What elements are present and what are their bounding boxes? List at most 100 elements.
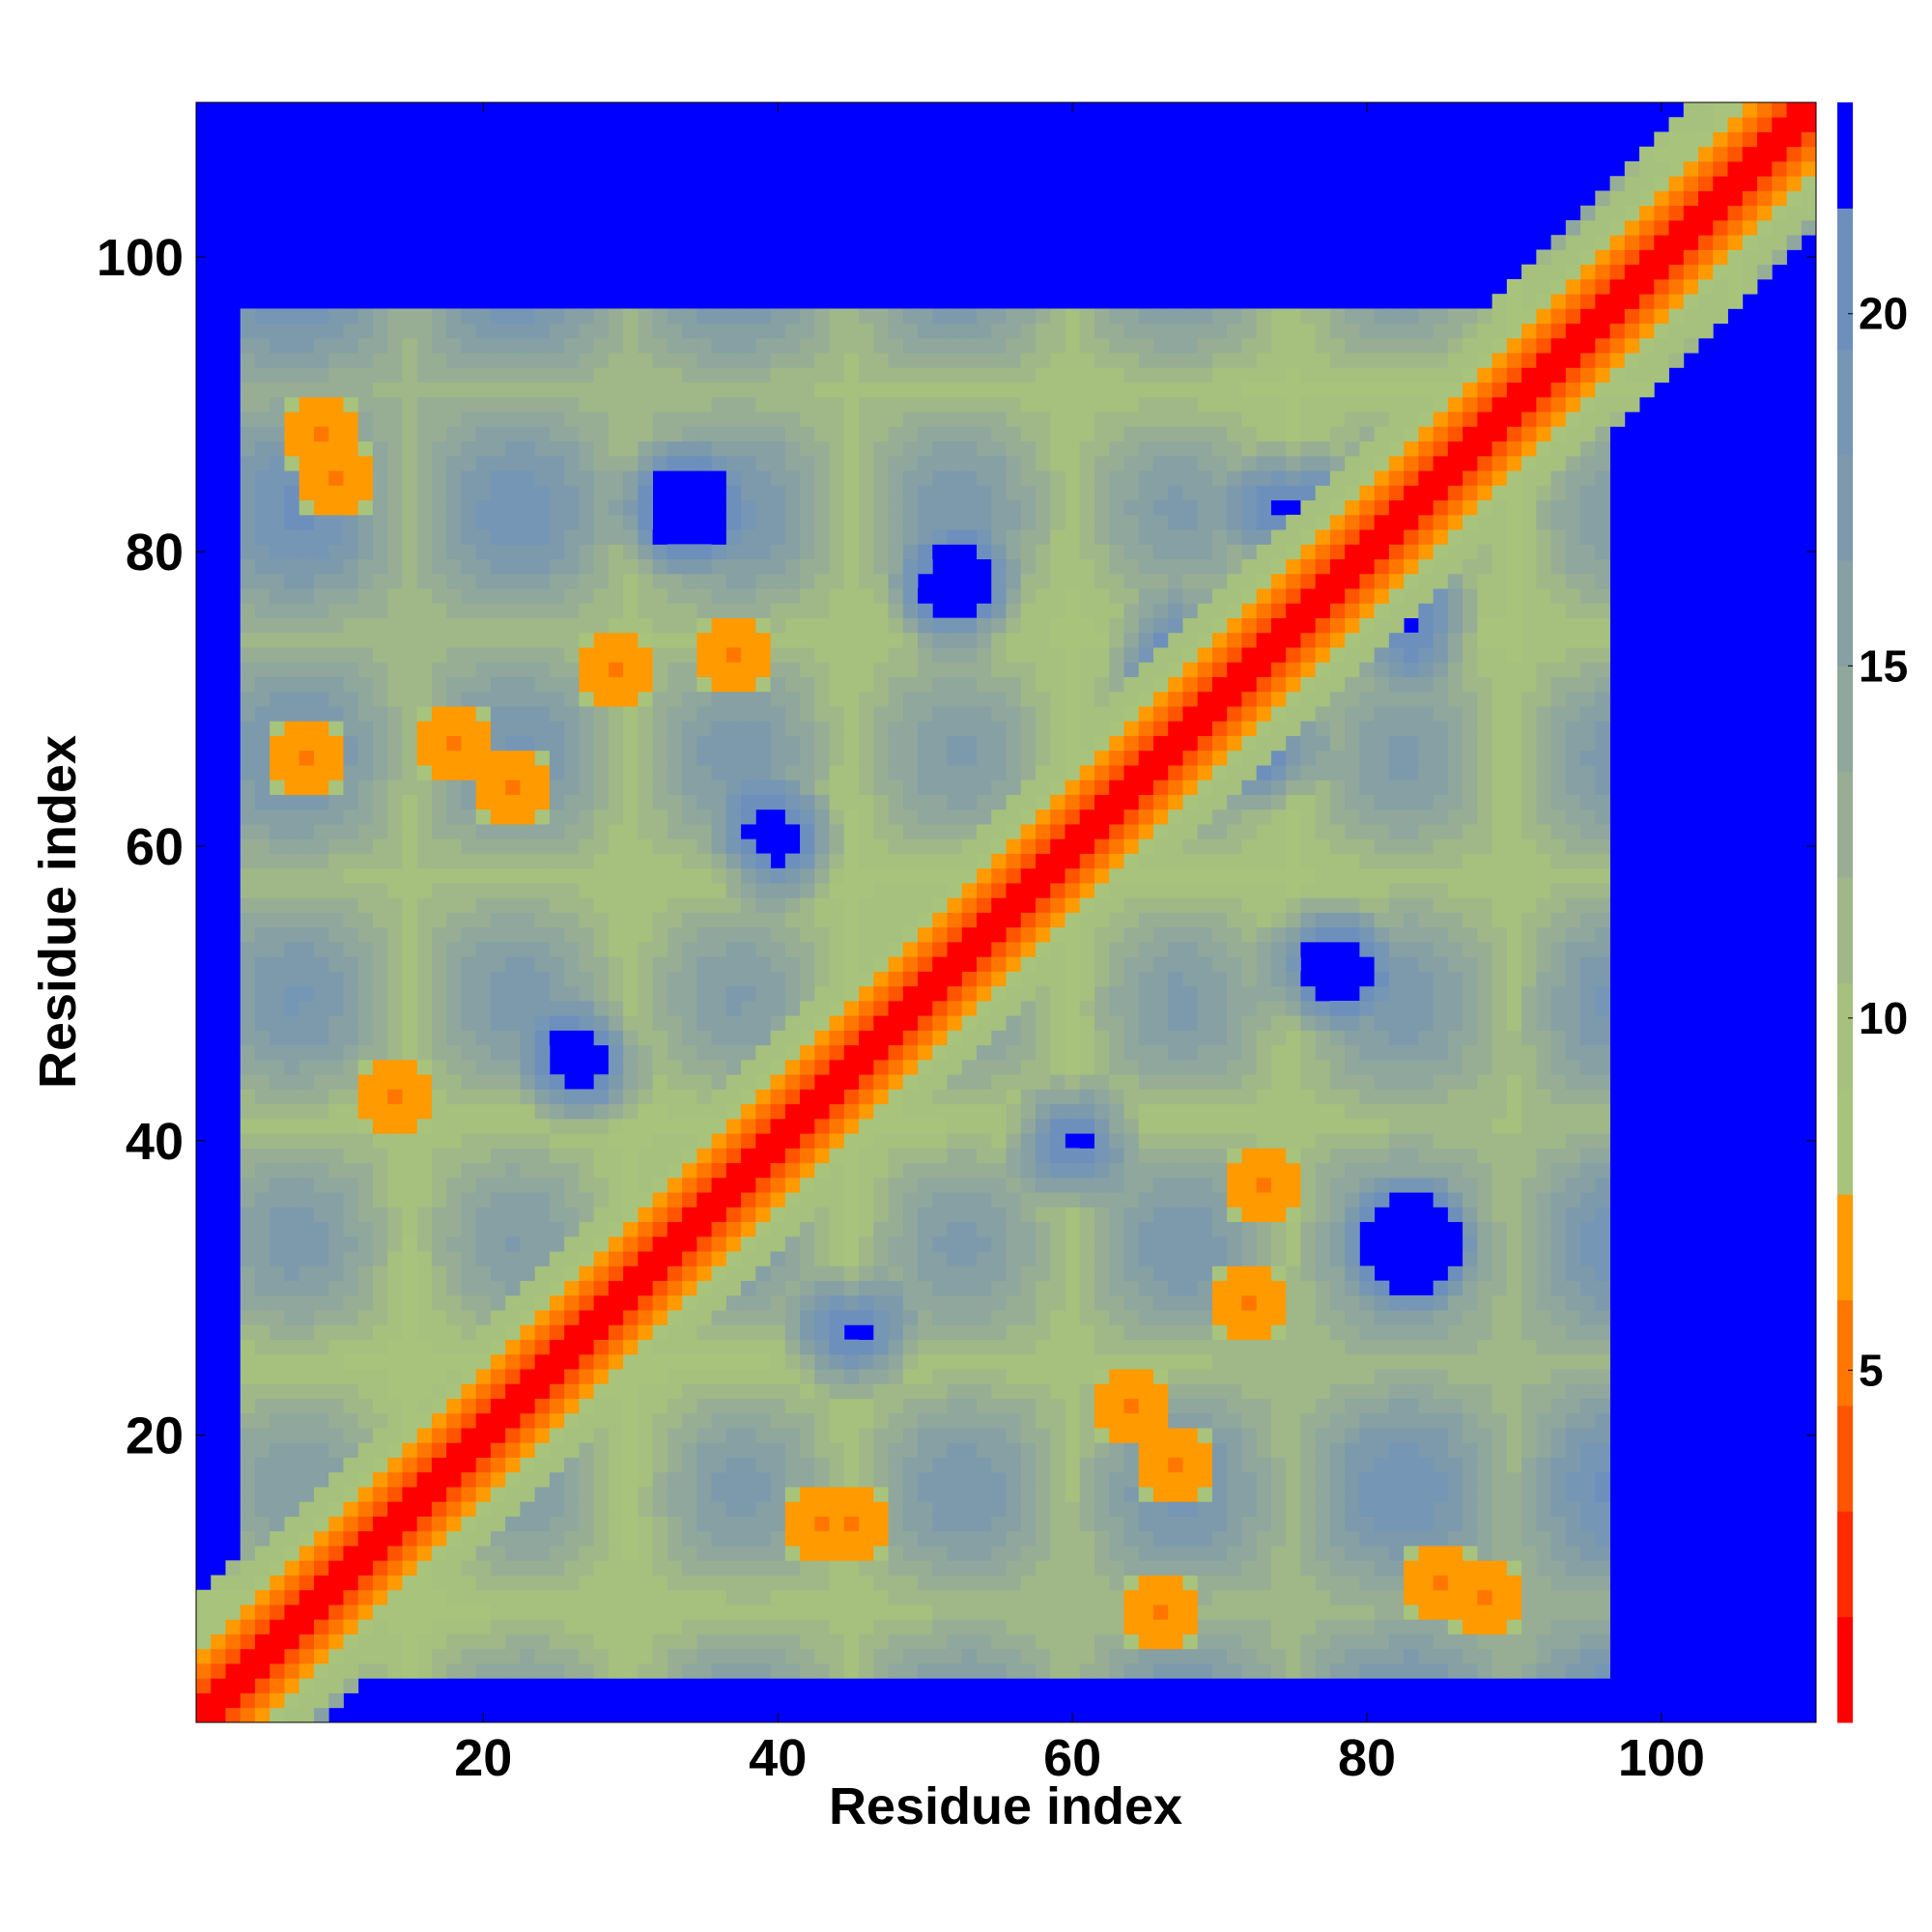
- heatmap-cell: [446, 780, 462, 795]
- heatmap-cell: [549, 1030, 565, 1046]
- heatmap-cell: [770, 1133, 786, 1149]
- heatmap-cell: [505, 1471, 521, 1488]
- heatmap-cell: [623, 1428, 639, 1443]
- heatmap-cell: [416, 1383, 433, 1399]
- heatmap-cell: [755, 1118, 771, 1134]
- heatmap-cell: [564, 632, 580, 648]
- heatmap-cell: [711, 809, 727, 825]
- heatmap-cell: [638, 1074, 654, 1090]
- heatmap-cell: [652, 1412, 668, 1429]
- heatmap-cell: [490, 897, 506, 913]
- heatmap-cell: [873, 455, 889, 471]
- heatmap-cell: [800, 1221, 815, 1237]
- heatmap-cell: [725, 1089, 742, 1105]
- heatmap-cell: [475, 1192, 492, 1208]
- heatmap-cell: [416, 1369, 433, 1384]
- heatmap-cell: [711, 1207, 727, 1223]
- heatmap-cell: [1006, 853, 1022, 869]
- heatmap-cell: [270, 1000, 285, 1016]
- heatmap-cell: [564, 1177, 580, 1193]
- heatmap-cell: [873, 809, 889, 825]
- heatmap-cell: [652, 1605, 668, 1620]
- heatmap-cell: [298, 470, 315, 486]
- heatmap-cell: [387, 1619, 403, 1634]
- heatmap-cell: [755, 647, 771, 663]
- heatmap-cell: [490, 603, 506, 618]
- heatmap-cell: [770, 780, 786, 795]
- heatmap-cell: [270, 926, 285, 943]
- heatmap-cell: [402, 1648, 418, 1664]
- heatmap-cell: [667, 765, 683, 781]
- heatmap-cell: [402, 1324, 418, 1341]
- heatmap-cell: [991, 1339, 1007, 1355]
- heatmap-cell: [814, 617, 830, 634]
- heatmap-cell: [254, 337, 270, 354]
- heatmap-cell: [638, 1471, 654, 1488]
- heatmap-cell: [461, 603, 477, 618]
- heatmap-cell: [284, 396, 300, 412]
- heatmap-cell: [1006, 956, 1022, 972]
- heatmap-cell: [770, 1044, 786, 1061]
- heatmap-cell: [402, 1089, 418, 1105]
- heatmap-cell: [725, 1133, 742, 1149]
- heatmap-cell: [741, 676, 756, 693]
- heatmap-cell: [357, 514, 374, 530]
- heatmap-cell: [682, 455, 697, 471]
- heatmap-cell: [843, 1265, 860, 1282]
- heatmap-cell: [446, 1383, 462, 1399]
- heatmap-cell: [696, 1148, 712, 1164]
- heatmap-cell: [991, 367, 1007, 384]
- heatmap-cell: [741, 1428, 756, 1443]
- heatmap-cell: [461, 853, 477, 869]
- heatmap-cell: [667, 1294, 683, 1311]
- heatmap-cell: [755, 1560, 771, 1576]
- heatmap-cell: [991, 1059, 1007, 1075]
- heatmap-cell: [446, 455, 462, 471]
- heatmap-cell: [784, 382, 801, 398]
- heatmap-cell: [564, 1589, 580, 1605]
- heatmap-cell: [254, 1516, 270, 1532]
- heatmap-cell: [1006, 1000, 1022, 1016]
- heatmap-cell: [298, 588, 315, 604]
- heatmap-cell: [770, 426, 786, 442]
- heatmap-cell: [741, 1236, 756, 1252]
- heatmap-cell: [667, 1059, 683, 1075]
- heatmap-cell: [549, 926, 565, 943]
- heatmap-cell: [902, 883, 919, 898]
- heatmap-cell: [461, 412, 477, 427]
- heatmap-cell: [461, 1059, 477, 1075]
- heatmap-cell: [770, 706, 786, 722]
- heatmap-cell: [977, 1294, 992, 1311]
- heatmap-cell: [1006, 308, 1022, 325]
- heatmap-cell: [667, 912, 683, 928]
- heatmap-cell: [711, 750, 727, 766]
- heatmap-cell: [755, 1353, 771, 1370]
- heatmap-cell: [534, 1103, 551, 1120]
- heatmap-cell: [932, 853, 948, 869]
- heatmap-cell: [725, 1177, 742, 1193]
- heatmap-cell: [711, 838, 727, 854]
- heatmap-cell: [298, 499, 315, 516]
- heatmap-cell: [593, 1457, 610, 1473]
- heatmap-cell: [947, 824, 963, 839]
- heatmap-cell: [461, 353, 477, 368]
- heatmap-cell: [461, 337, 477, 354]
- heatmap-cell: [490, 780, 506, 795]
- heatmap-cell: [667, 1103, 683, 1120]
- heatmap-cell: [534, 824, 551, 839]
- heatmap-cell: [505, 1589, 521, 1605]
- heatmap-cell: [416, 721, 433, 736]
- heatmap-cell: [475, 1428, 492, 1443]
- heatmap-cell: [784, 1546, 801, 1561]
- heatmap-cell: [431, 426, 447, 442]
- heatmap-cell: [505, 1059, 521, 1075]
- heatmap-cell: [638, 1383, 654, 1399]
- heatmap-cell: [652, 662, 668, 677]
- heatmap-cell: [638, 956, 654, 972]
- heatmap-cell: [534, 1634, 551, 1650]
- heatmap-cell: [270, 941, 285, 957]
- heatmap-cell: [725, 926, 742, 943]
- heatmap-cell: [593, 1221, 610, 1237]
- heatmap-cell: [918, 1575, 933, 1591]
- heatmap-cell: [947, 1516, 963, 1532]
